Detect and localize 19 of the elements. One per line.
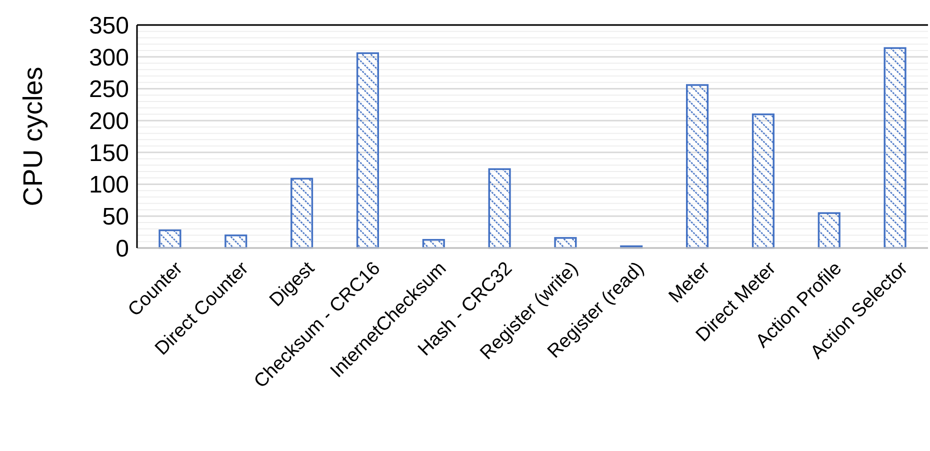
bar: [290, 178, 314, 249]
bar: [488, 168, 511, 249]
y-tick-label: 100: [88, 172, 129, 199]
bar: [884, 47, 906, 249]
bar: [752, 113, 775, 249]
y-tick-label: 250: [88, 76, 129, 104]
y-tick-label: 300: [88, 44, 129, 72]
bar: [224, 234, 248, 249]
bar: [356, 52, 380, 249]
y-axis-title: CPU cycles: [18, 66, 48, 206]
bar: [818, 212, 840, 249]
bar: [554, 237, 577, 249]
bar: [686, 84, 709, 249]
y-tick-label: 200: [88, 108, 129, 135]
y-tick-label: 350: [88, 12, 129, 40]
y-tick-label: 50: [102, 204, 129, 231]
y-tick-label: 150: [88, 140, 129, 167]
bar: [158, 229, 182, 249]
y-tick-label: 0: [116, 235, 129, 262]
